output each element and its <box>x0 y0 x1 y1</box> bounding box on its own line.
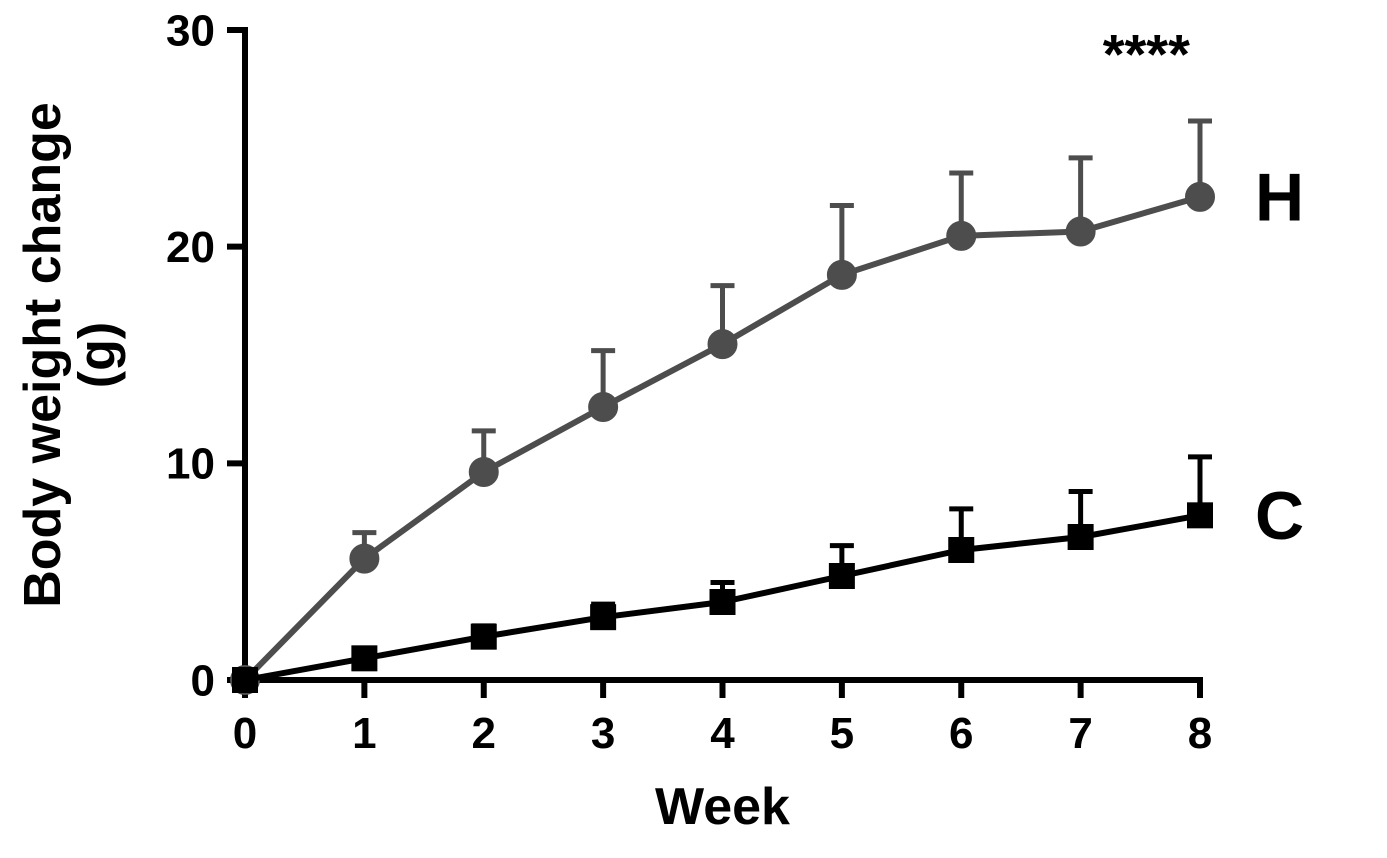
x-tick-label: 0 <box>233 709 257 758</box>
x-tick-label: 3 <box>591 709 615 758</box>
x-tick-label: 2 <box>472 709 496 758</box>
y-tick-label: 30 <box>166 6 215 55</box>
series-H-marker <box>828 261 856 289</box>
series-C-marker <box>352 646 376 670</box>
y-tick-label: 10 <box>166 440 215 489</box>
series-H-marker <box>470 458 498 486</box>
series-H-marker <box>1186 183 1214 211</box>
body-weight-chart: 0 1 2 3 4 5 6 7 8 0 10 20 30 Week Body weight change(g… <box>0 0 1387 858</box>
y-axis-label-line2: (g) <box>69 322 127 388</box>
y-tick-label: 0 <box>191 656 215 705</box>
series-C-marker <box>711 590 735 614</box>
x-tick-label: 7 <box>1068 709 1092 758</box>
x-tick-label: 4 <box>710 709 735 758</box>
x-tick-label: 5 <box>830 709 854 758</box>
x-tick-label: 8 <box>1188 709 1212 758</box>
chart-bg <box>0 0 1387 858</box>
x-axis-label: Week <box>655 778 790 836</box>
series-C-marker <box>1188 503 1212 527</box>
x-tick-label: 1 <box>352 709 376 758</box>
series-C-marker <box>233 668 257 692</box>
series-C-marker <box>830 564 854 588</box>
y-axis-label-line1: Body weight change <box>14 102 72 608</box>
series-C-marker <box>949 538 973 562</box>
series-H-marker <box>947 222 975 250</box>
series-H-marker <box>350 545 378 573</box>
series-H-marker <box>1067 218 1095 246</box>
series-C-marker <box>472 625 496 649</box>
x-tick-label: 6 <box>949 709 973 758</box>
series-C-marker <box>1069 525 1093 549</box>
significance-stars: **** <box>1103 22 1190 85</box>
series-H-marker <box>589 393 617 421</box>
series-H-marker <box>709 330 737 358</box>
series-C-marker <box>591 605 615 629</box>
series-C-label: C <box>1255 478 1304 554</box>
series-H-label: H <box>1255 160 1304 236</box>
y-tick-label: 20 <box>166 223 215 272</box>
